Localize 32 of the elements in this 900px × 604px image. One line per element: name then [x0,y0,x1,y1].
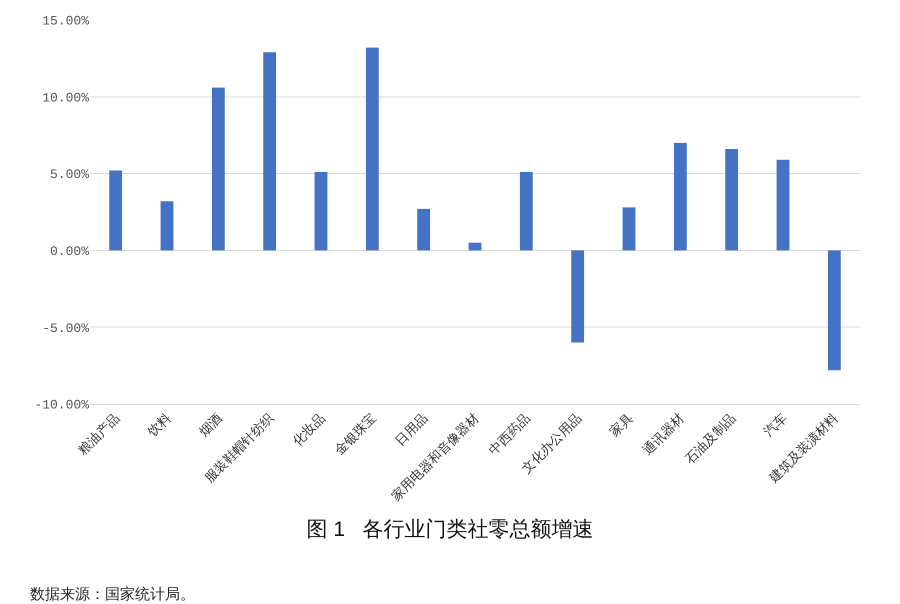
y-tick-label: 15.00% [42,14,90,29]
x-tick-label: 日用品 [392,410,430,448]
bar [109,170,122,250]
bar [417,208,430,250]
bar [263,52,276,250]
y-tick-label: -5.00% [42,320,90,336]
x-tick-label: 家具 [606,410,636,440]
y-tick-label: 10.00% [42,90,90,106]
bar [828,250,841,370]
x-tick-label: 汽车 [760,410,790,440]
x-tick-label: 金银珠宝 [332,410,380,458]
x-tick-label: 中西药品 [486,410,534,458]
source-note: 数据来源：国家统计局。 [30,586,195,603]
x-tick-label: 烟酒 [196,410,226,440]
bar [674,142,687,250]
bar [520,172,533,250]
bar [622,207,636,250]
x-tick-label: 粮油产品 [75,410,122,458]
bar [314,172,328,250]
y-tick-label: -10.00% [34,398,90,413]
bar [725,149,738,250]
bar [160,201,174,250]
bar [366,48,379,250]
bar [776,160,790,250]
y-tick-label: 0.00% [50,244,90,259]
text: 图 1 各行业门类社零总额增速 [306,518,594,541]
bar [571,250,584,343]
bar [212,88,225,250]
y-tick-label: 5.00% [50,167,90,182]
bar [468,242,482,250]
x-tick-label: 化妆品 [290,410,328,448]
x-tick-label: 饮料 [144,410,174,440]
